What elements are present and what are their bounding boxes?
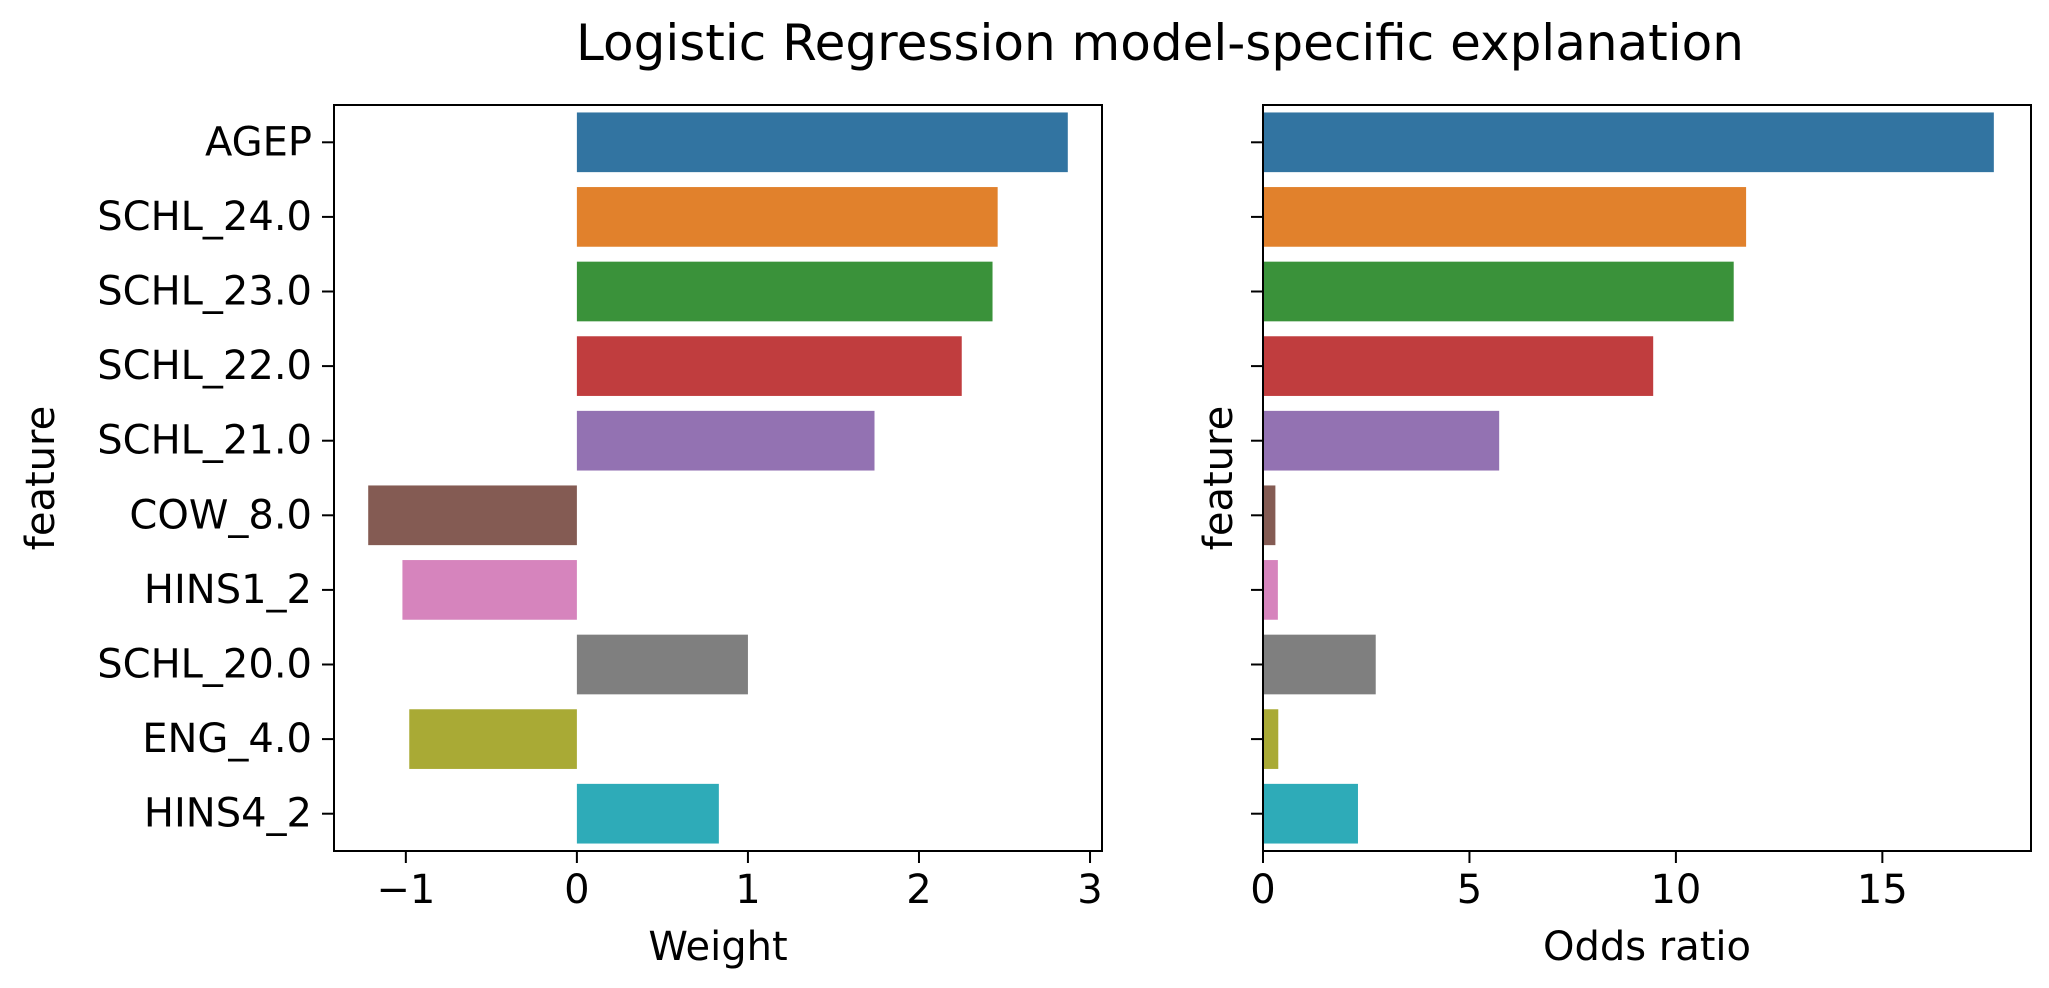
x-tick-label: 2: [906, 867, 931, 913]
bar-schl-24-0: [576, 187, 998, 247]
bar-agep: [1263, 112, 1994, 173]
bar-hins1-2: [1263, 560, 1278, 620]
bar-schl-20-0: [576, 634, 748, 695]
y-tick-label: AGEP: [205, 119, 312, 165]
y-tick-label: HINS1_2: [144, 567, 312, 613]
y-tick-label: SCHL_21.0: [97, 418, 312, 464]
bar-schl-24-0: [1263, 187, 1747, 247]
bar-schl-23-0: [1263, 261, 1734, 322]
x-tick-label: 1: [735, 867, 760, 913]
bar-schl-21-0: [576, 410, 875, 471]
weight-y-ticks: AGEP SCHL_24.0 SCHL_23.0 SCHL_22.0 SCHL_21.0…: [97, 119, 334, 837]
odds-ratio-plot-frame: [1262, 104, 2032, 852]
y-tick-label: COW_8.0: [129, 492, 312, 538]
bar-agep: [576, 112, 1068, 173]
odds-ratio-y-ticks: [1251, 141, 1263, 815]
y-tick-label: SCHL_20.0: [97, 642, 312, 688]
x-tick-label: 0: [1250, 867, 1275, 913]
bar-cow-8-0: [368, 485, 577, 546]
odds-ratio-x-axis-label: Odds ratio: [1543, 924, 1751, 970]
weight-y-axis-label: feature: [18, 406, 64, 550]
bar-hins1-2: [402, 560, 577, 620]
chart-title: Logistic Regression model-specific expla…: [576, 14, 1744, 72]
y-tick-label: HINS4_2: [144, 791, 312, 837]
bar-eng-4-0: [1263, 709, 1279, 769]
odds-ratio-bars: [1263, 112, 1994, 844]
odds-ratio-y-axis-label: feature: [1196, 406, 1242, 550]
bar-schl-20-0: [1263, 634, 1376, 695]
y-tick-label: SCHL_23.0: [97, 269, 312, 315]
y-tick-label: SCHL_24.0: [97, 194, 312, 240]
bar-schl-22-0: [1263, 336, 1654, 396]
x-tick-label: 5: [1457, 867, 1482, 913]
bar-schl-21-0: [1263, 410, 1500, 471]
x-tick-label: 3: [1077, 867, 1102, 913]
odds-ratio-panel: 0 5 10 15 Odds ratio feature: [1196, 104, 2032, 970]
x-tick-label: −1: [376, 867, 435, 913]
weight-bars: [368, 112, 1068, 844]
odds-ratio-x-ticks: 0 5 10 15: [1250, 851, 1908, 913]
x-tick-label: 0: [564, 867, 589, 913]
weight-panel: AGEP SCHL_24.0 SCHL_23.0 SCHL_22.0 SCHL_21.0…: [18, 104, 1103, 970]
y-tick-label: ENG_4.0: [142, 716, 312, 762]
x-tick-label: 10: [1650, 867, 1701, 913]
bar-hins4-2: [1263, 783, 1358, 844]
bar-cow-8-0: [1263, 485, 1276, 546]
x-tick-label: 15: [1857, 867, 1908, 913]
bar-eng-4-0: [409, 709, 577, 769]
y-tick-label: SCHL_22.0: [97, 343, 312, 389]
bar-schl-22-0: [576, 336, 962, 396]
bar-schl-23-0: [576, 261, 993, 322]
weight-x-ticks: −1 0 1 2 3: [376, 851, 1103, 913]
weight-x-axis-label: Weight: [648, 924, 787, 970]
bar-hins4-2: [576, 783, 719, 844]
weight-plot-frame: [333, 104, 1103, 852]
